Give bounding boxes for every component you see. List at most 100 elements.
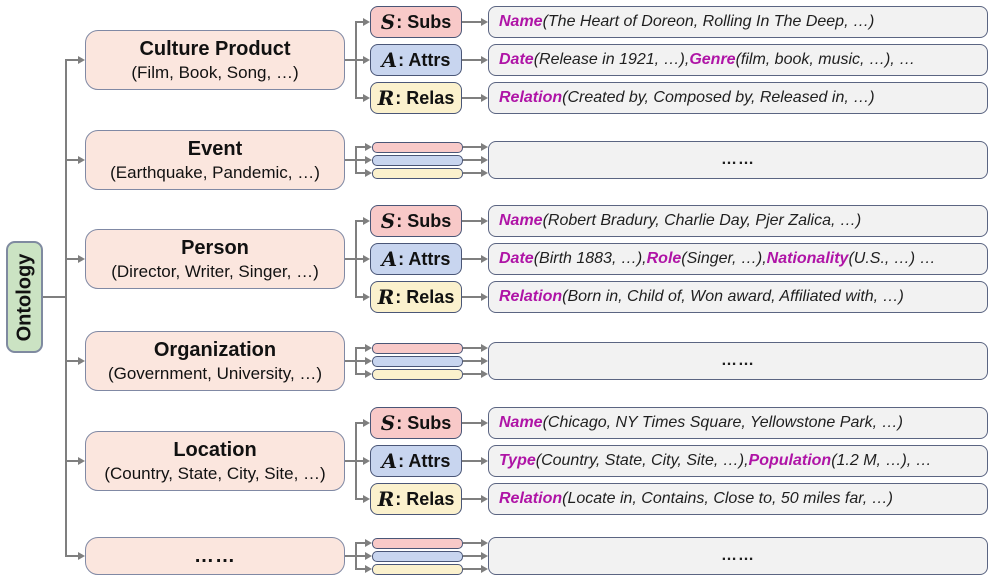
script-r-letter: R bbox=[377, 487, 395, 511]
subs-tag-person: S: Subs bbox=[370, 205, 462, 237]
collapsed-relas-bar-organization bbox=[372, 368, 463, 380]
category-subtitle: (Government, University, …) bbox=[107, 363, 323, 383]
connector-line bbox=[462, 97, 481, 99]
collapsed-subs-bar-more bbox=[372, 537, 463, 549]
attrs-tag-label: : Attrs bbox=[398, 248, 451, 269]
connector-line bbox=[355, 360, 365, 362]
relas-tag-location: R: Relas bbox=[370, 483, 462, 515]
connector-line bbox=[462, 21, 481, 23]
attrs-tag-location: A: Attrs bbox=[370, 445, 462, 477]
arrowhead-icon bbox=[78, 457, 85, 465]
detail-box-culture-product-attrs: Date (Release in 1921, …), Genre (film, … bbox=[488, 44, 988, 76]
connector-line bbox=[355, 59, 363, 61]
subs-tag-label: : Subs bbox=[396, 210, 452, 231]
stub-line bbox=[345, 555, 356, 557]
connector-line bbox=[355, 347, 365, 349]
arrowhead-icon bbox=[481, 18, 488, 26]
ontology-root-box: Ontology bbox=[6, 241, 43, 353]
category-title: Location bbox=[173, 438, 257, 461]
connector-line bbox=[355, 159, 365, 161]
connector-line bbox=[463, 373, 481, 375]
arrowhead-icon bbox=[365, 565, 372, 573]
attrs-tag-label: : Attrs bbox=[398, 450, 451, 471]
arrowhead-icon bbox=[365, 169, 372, 177]
connector-line bbox=[355, 146, 365, 148]
script-s-letter: S bbox=[380, 411, 396, 435]
arrowhead-icon bbox=[481, 217, 488, 225]
detail-key-text: Genre bbox=[689, 51, 736, 68]
arrowhead-icon bbox=[481, 552, 488, 560]
connector-line bbox=[462, 59, 481, 61]
subs-tag-location: S: Subs bbox=[370, 407, 462, 439]
script-a-letter: A bbox=[381, 449, 398, 473]
arrowhead-icon bbox=[363, 293, 370, 301]
attrs-tag-label: : Attrs bbox=[398, 49, 451, 70]
connector-line bbox=[355, 460, 363, 462]
category-subtitle: (Film, Book, Song, …) bbox=[131, 62, 299, 82]
arrowhead-icon bbox=[365, 156, 372, 164]
script-r-letter: R bbox=[377, 86, 395, 110]
branch-line-more bbox=[65, 555, 78, 557]
arrowhead-icon bbox=[481, 370, 488, 378]
arrowhead-icon bbox=[363, 495, 370, 503]
connector-line bbox=[462, 422, 481, 424]
arrowhead-icon bbox=[365, 344, 372, 352]
detail-value-text: (Created by, Composed by, Released in, …… bbox=[562, 89, 875, 106]
subs-tag-culture-product: S: Subs bbox=[370, 6, 462, 38]
detail-box-person-attrs: Date (Birth 1883, …), Role (Singer, …), … bbox=[488, 243, 988, 275]
category-box-more: …… bbox=[85, 537, 345, 575]
connector-line bbox=[463, 568, 481, 570]
arrowhead-icon bbox=[481, 169, 488, 177]
collapsed-subs-bar-event bbox=[372, 141, 463, 153]
arrowhead-icon bbox=[481, 457, 488, 465]
detail-key-text: Name bbox=[499, 212, 543, 229]
arrowhead-icon bbox=[363, 56, 370, 64]
connector-line bbox=[355, 555, 365, 557]
arrowhead-icon bbox=[78, 357, 85, 365]
connector-line bbox=[355, 568, 365, 570]
category-title: Person bbox=[181, 236, 249, 259]
arrowhead-icon bbox=[481, 344, 488, 352]
script-s-letter: S bbox=[380, 10, 396, 34]
detail-key-text: Relation bbox=[499, 288, 563, 305]
category-title: Organization bbox=[153, 338, 277, 361]
connector-line bbox=[462, 220, 481, 222]
detail-box-culture-product-subs: Name (The Heart of Doreon, Rolling In Th… bbox=[488, 6, 988, 38]
collapsed-relas-bar-more bbox=[372, 563, 463, 575]
detail-key-text: Role bbox=[646, 250, 682, 267]
root-connector-line bbox=[43, 296, 66, 298]
connector-line bbox=[355, 220, 363, 222]
connector-line bbox=[462, 498, 481, 500]
detail-box-organization-collapsed: …… bbox=[488, 342, 988, 380]
connector-line bbox=[463, 542, 481, 544]
arrowhead-icon bbox=[363, 217, 370, 225]
connector-line bbox=[355, 258, 363, 260]
connector-line bbox=[463, 172, 481, 174]
arrowhead-icon bbox=[481, 293, 488, 301]
collapsed-attrs-bar-more bbox=[372, 550, 463, 562]
arrowhead-icon bbox=[481, 156, 488, 164]
collapsed-subs-bar-organization bbox=[372, 342, 463, 354]
relas-tag-person: R: Relas bbox=[370, 281, 462, 313]
detail-key-text: Date bbox=[499, 250, 534, 267]
detail-key-text: Name bbox=[499, 414, 543, 431]
detail-key-text: Date bbox=[499, 51, 534, 68]
branch-line-event bbox=[65, 159, 78, 161]
relas-tag-culture-product: R: Relas bbox=[370, 82, 462, 114]
detail-box-more-collapsed: …… bbox=[488, 537, 988, 575]
script-a-letter: A bbox=[381, 48, 398, 72]
category-title: …… bbox=[194, 545, 236, 567]
detail-key-text: Type bbox=[499, 452, 536, 469]
category-title: Event bbox=[187, 137, 243, 160]
category-box-event: Event (Earthquake, Pandemic, …) bbox=[85, 130, 345, 190]
connector-line bbox=[463, 159, 481, 161]
connector-line bbox=[463, 360, 481, 362]
connector-line bbox=[355, 21, 363, 23]
detail-box-location-subs: Name (Chicago, NY Times Square, Yellowst… bbox=[488, 407, 988, 439]
detail-value-text: (Locate in, Contains, Close to, 50 miles… bbox=[562, 490, 893, 507]
connector-line bbox=[463, 555, 481, 557]
stub-line bbox=[345, 460, 356, 462]
detail-value-text: (Born in, Child of, Won award, Affiliate… bbox=[562, 288, 904, 305]
category-box-location: Location (Country, State, City, Site, …) bbox=[85, 431, 345, 491]
branch-line-organization bbox=[65, 360, 78, 362]
